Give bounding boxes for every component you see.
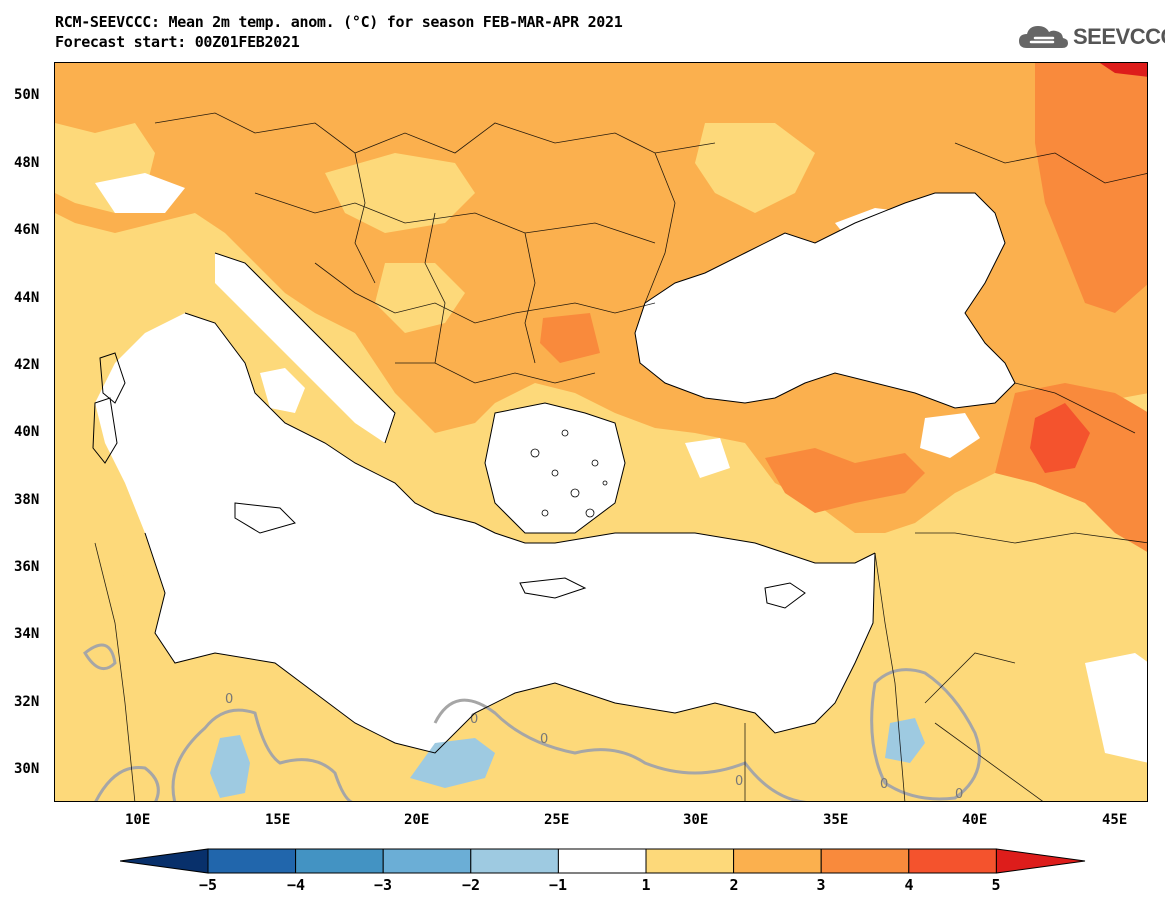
cloud-icon bbox=[1019, 26, 1068, 48]
aegean-islands bbox=[530, 429, 608, 518]
field-anom-neg-libya-east bbox=[410, 738, 495, 788]
colorbar-label: −1 bbox=[548, 876, 568, 894]
contour-label: 0 bbox=[880, 777, 888, 792]
colorbar-segment bbox=[908, 848, 997, 874]
field-anom-5-plus bbox=[1100, 63, 1147, 77]
lon-label: 30E bbox=[683, 812, 709, 828]
colorbar-segment-gt-5 bbox=[995, 848, 1086, 874]
map-title: RCM-SEEVCCC: Mean 2m temp. anom. (°C) fo… bbox=[55, 12, 623, 52]
colorbar-label: −2 bbox=[461, 876, 481, 894]
colorbar-segment bbox=[207, 848, 297, 874]
colorbar-segment-lt-5 bbox=[120, 848, 209, 874]
colorbar bbox=[120, 848, 1086, 874]
colorbar-segment bbox=[295, 848, 384, 874]
lat-label: 50N bbox=[14, 87, 40, 103]
seevccc-logo: SEEVCCC bbox=[1017, 22, 1165, 52]
colorbar-label: −5 bbox=[198, 876, 218, 894]
title-line-2: Forecast start: 00Z01FEB2021 bbox=[55, 33, 300, 51]
contour-zero-3 bbox=[433, 698, 807, 801]
field-anom-low-syria bbox=[1085, 653, 1147, 763]
colorbar-segment bbox=[470, 848, 559, 874]
field-anom-low-armenia bbox=[920, 413, 980, 458]
field-anom-neg-jordan bbox=[885, 718, 925, 763]
colorbar-label: −4 bbox=[286, 876, 306, 894]
lat-label: 34N bbox=[14, 626, 40, 642]
lon-label: 40E bbox=[962, 812, 988, 828]
field-anom-neg-libya-west bbox=[210, 735, 250, 798]
sea-adriatic bbox=[215, 253, 395, 443]
contour-zero-2 bbox=[171, 708, 353, 801]
sea-aegean bbox=[485, 403, 625, 533]
field-anom-4-5-caucasus bbox=[1030, 403, 1090, 473]
contour-zero-1 bbox=[83, 643, 117, 671]
colorbar-label: 5 bbox=[991, 876, 1001, 894]
country-borders bbox=[94, 112, 1147, 801]
colorbar-segment bbox=[820, 848, 910, 874]
lon-label: 15E bbox=[265, 812, 291, 828]
lon-label: 10E bbox=[125, 812, 151, 828]
field-anom-1-2-patch-serbia bbox=[375, 263, 465, 333]
lat-label: 36N bbox=[14, 559, 40, 575]
colorbar-label: −3 bbox=[373, 876, 393, 894]
title-line-1: RCM-SEEVCCC: Mean 2m temp. anom. (°C) fo… bbox=[55, 13, 623, 31]
sea-azov bbox=[835, 208, 925, 248]
lat-label: 32N bbox=[14, 694, 40, 710]
lon-label: 20E bbox=[404, 812, 430, 828]
sea-black bbox=[635, 193, 1015, 408]
contour-zero-4 bbox=[870, 668, 981, 801]
sea-mediterranean bbox=[95, 313, 875, 753]
colorbar-label: 2 bbox=[729, 876, 739, 894]
map-canvas: 0 0 0 0 0 0 bbox=[55, 63, 1147, 802]
colorbar-segment bbox=[382, 848, 472, 874]
colorbar-segment bbox=[557, 848, 647, 874]
lat-label: 30N bbox=[14, 761, 40, 777]
lon-label: 25E bbox=[544, 812, 570, 828]
field-anom-3-4-east bbox=[1035, 63, 1147, 313]
colorbar-segment bbox=[645, 848, 735, 874]
contour-zero-5 bbox=[94, 765, 160, 801]
lon-label: 45E bbox=[1102, 812, 1128, 828]
field-anom-3-4-romania bbox=[540, 313, 600, 363]
coastlines bbox=[92, 192, 1016, 754]
contour-label: 0 bbox=[540, 732, 548, 747]
lat-label: 42N bbox=[14, 357, 40, 373]
field-anom-3-4-anatolia bbox=[765, 448, 925, 513]
lat-label: 40N bbox=[14, 424, 40, 440]
temperature-anomaly-map: 0 0 0 0 0 0 bbox=[54, 62, 1148, 802]
field-anom-low-turkey bbox=[685, 438, 730, 478]
contour-label: 0 bbox=[470, 712, 478, 727]
lat-label: 48N bbox=[14, 155, 40, 171]
colorbar-label: 3 bbox=[816, 876, 826, 894]
contour-label: 0 bbox=[735, 774, 743, 789]
contour-label: 0 bbox=[955, 787, 963, 802]
contour-label: 0 bbox=[225, 692, 233, 707]
field-anom-low-alps bbox=[95, 173, 185, 213]
colorbar-label: 4 bbox=[904, 876, 914, 894]
lat-label: 46N bbox=[14, 222, 40, 238]
colorbar-segment bbox=[733, 848, 822, 874]
field-anom-low-italy bbox=[260, 368, 305, 413]
lat-label: 38N bbox=[14, 492, 40, 508]
field-anom-1-2-patch-ukraine bbox=[695, 123, 815, 213]
colorbar-label: 1 bbox=[641, 876, 651, 894]
field-anom-2-3-north bbox=[55, 63, 1147, 533]
logo-text: SEEVCCC bbox=[1073, 24, 1165, 49]
lon-label: 35E bbox=[823, 812, 849, 828]
lat-label: 44N bbox=[14, 290, 40, 306]
